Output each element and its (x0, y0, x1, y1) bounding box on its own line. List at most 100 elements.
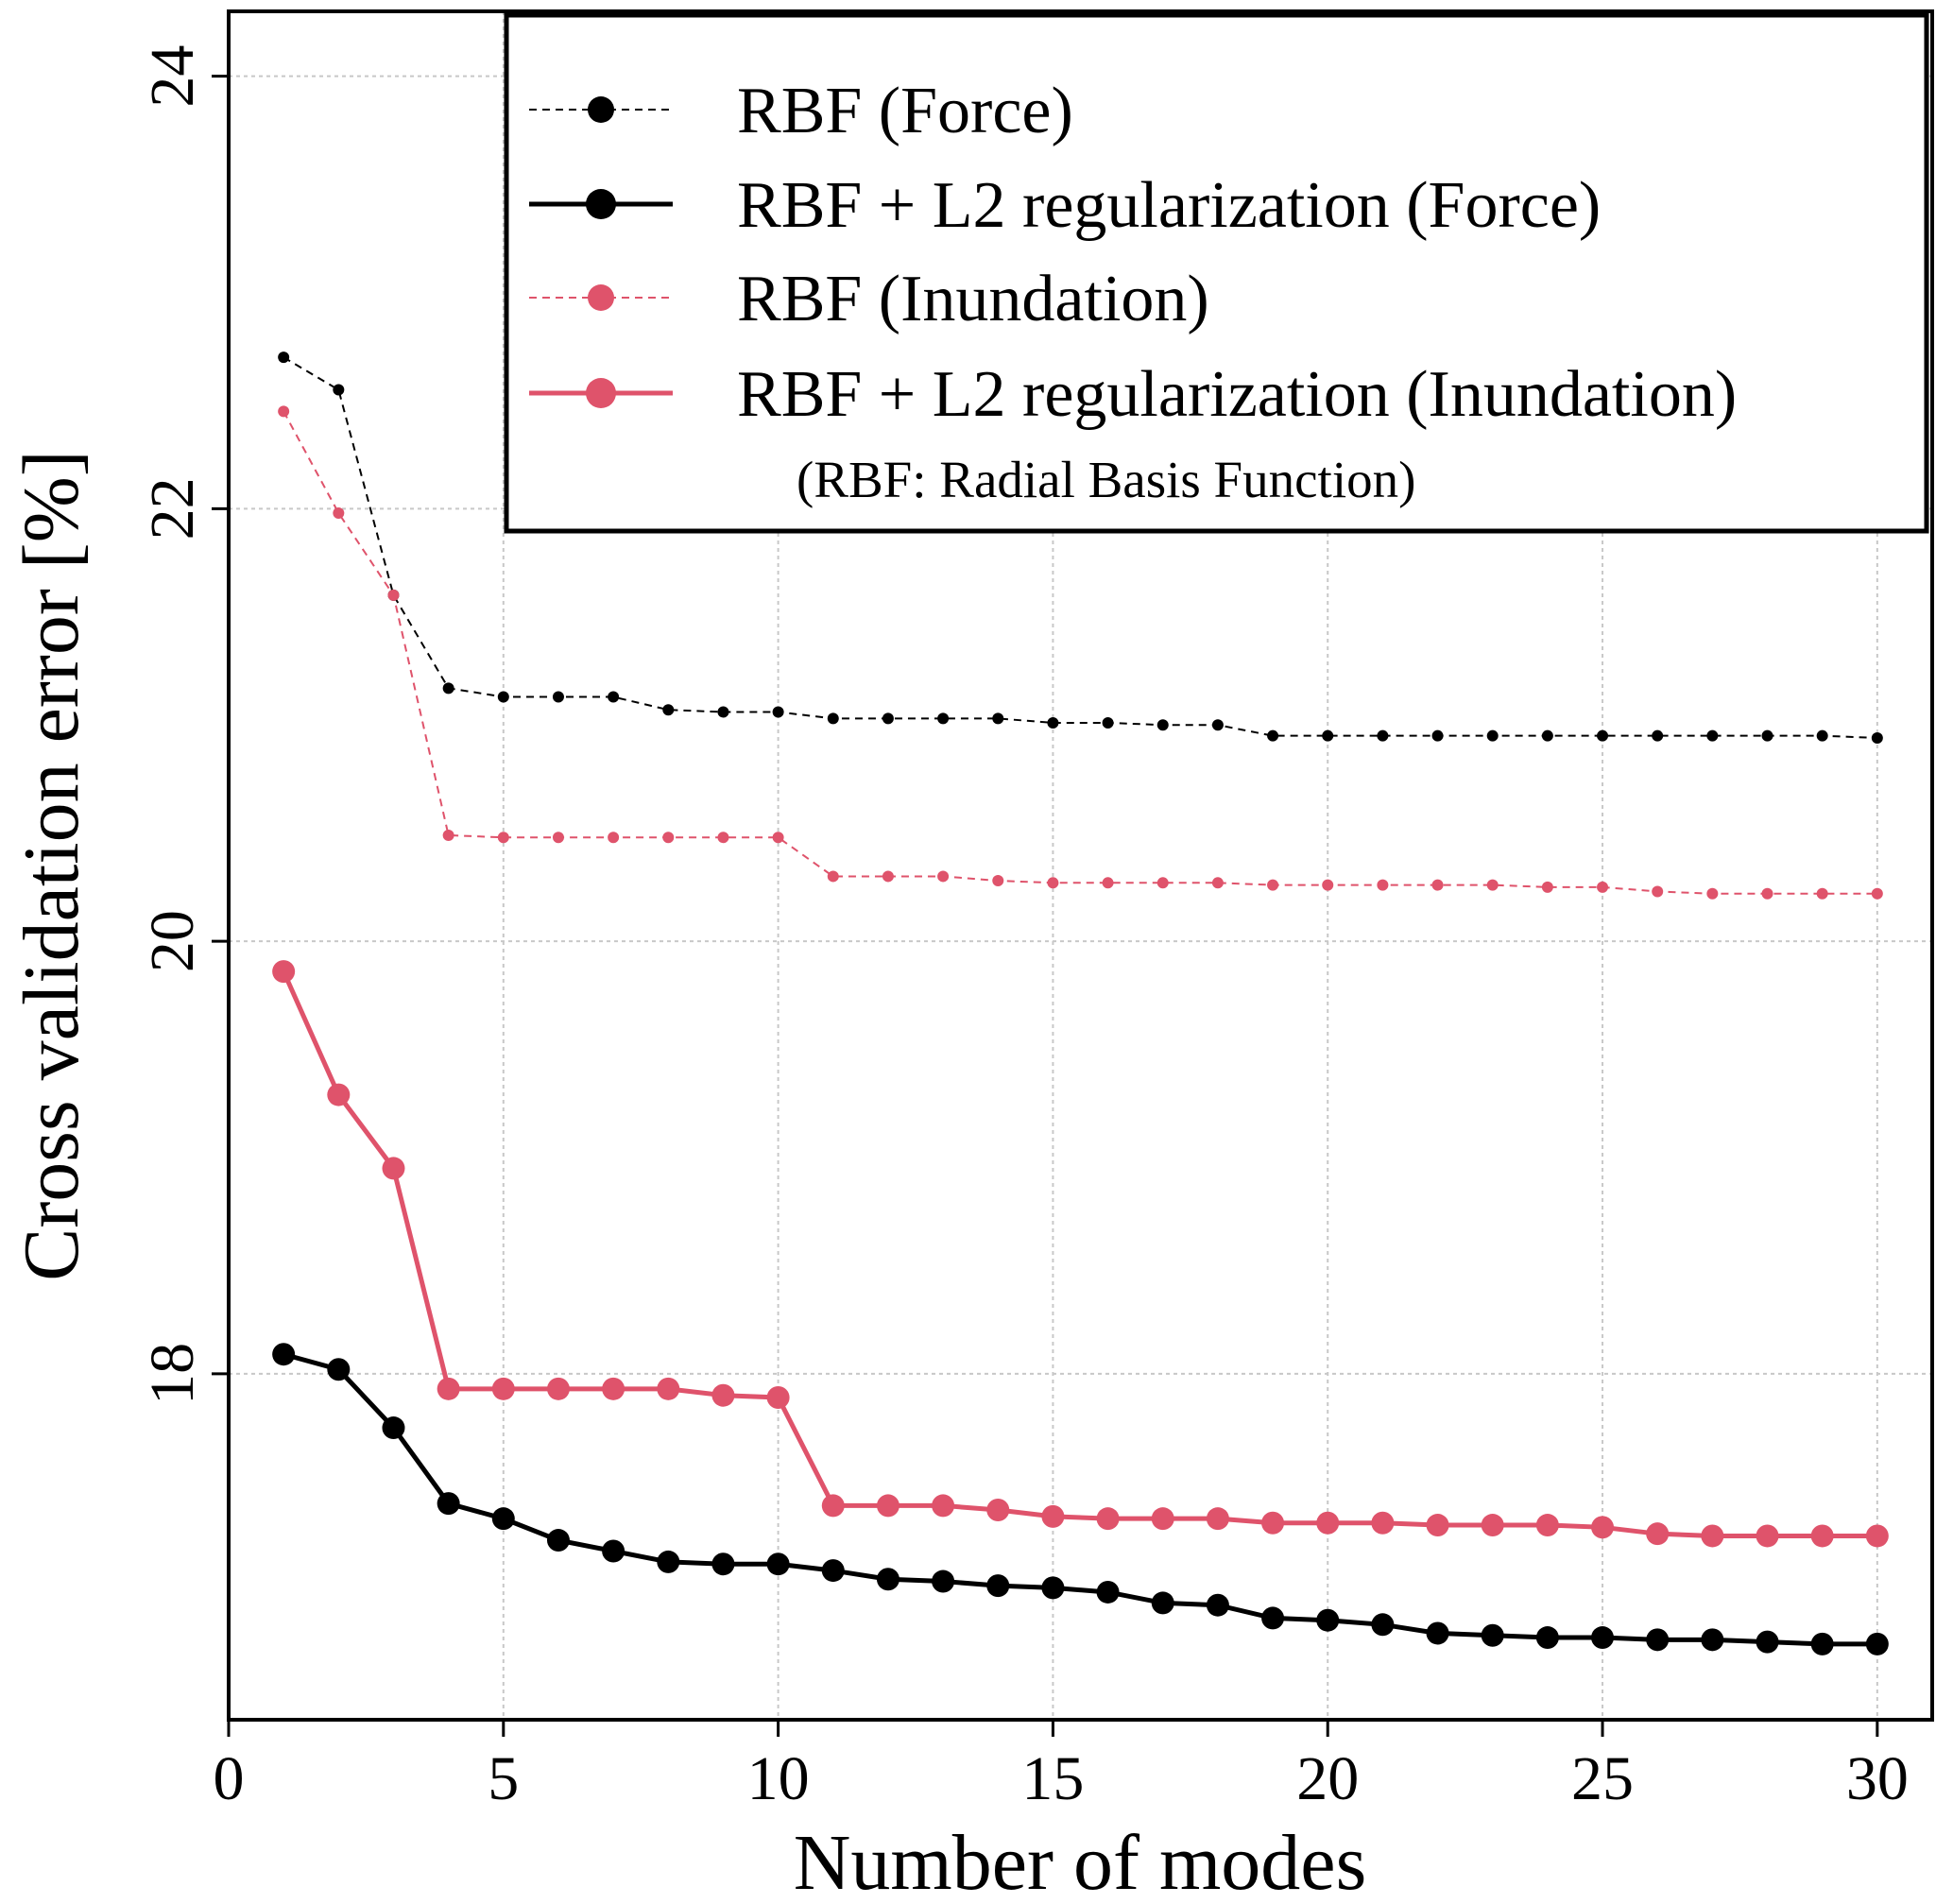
data-point (333, 506, 345, 519)
data-point (1652, 885, 1664, 898)
data-point (1701, 1524, 1724, 1548)
data-point (992, 712, 1004, 725)
series-4 (272, 960, 1889, 1548)
data-point (1591, 1516, 1615, 1539)
data-point (1871, 731, 1883, 744)
data-point (1761, 729, 1773, 742)
data-point (1047, 877, 1059, 889)
data-point (717, 832, 729, 844)
data-point (1322, 729, 1334, 742)
data-point (1816, 729, 1828, 742)
x-tick-label: 25 (1571, 1744, 1634, 1813)
data-point (552, 691, 564, 703)
legend-marker-3 (588, 284, 614, 311)
data-point (1211, 719, 1224, 731)
data-point (608, 691, 620, 703)
plot-frame (227, 9, 1934, 1722)
data-point (882, 712, 894, 725)
data-point (876, 1568, 899, 1591)
data-point (1810, 1524, 1834, 1548)
data-point (662, 832, 675, 844)
data-point (1371, 1511, 1395, 1535)
data-point (1261, 1511, 1285, 1535)
data-point (387, 589, 400, 601)
data-point (1481, 1623, 1504, 1647)
series-2 (272, 1343, 1889, 1655)
data-point (711, 1552, 735, 1576)
data-point (766, 1385, 790, 1409)
x-tick-label: 30 (1846, 1744, 1909, 1813)
legend-marker-2 (586, 189, 616, 219)
data-point (711, 1383, 735, 1407)
data-point (1316, 1608, 1340, 1632)
data-point (382, 1416, 405, 1440)
data-point (602, 1377, 625, 1400)
data-point (772, 706, 784, 718)
data-point (772, 832, 784, 844)
data-point (278, 352, 290, 364)
data-point (497, 691, 509, 703)
x-axis-label: Number of modes (794, 1819, 1367, 1904)
data-point (1206, 1507, 1229, 1531)
data-point (1377, 729, 1389, 742)
data-point (1646, 1628, 1670, 1652)
legend-label-4: RBF + L2 regularization (Inundation) (737, 358, 1737, 431)
data-point (1316, 1511, 1340, 1535)
data-point (1102, 877, 1114, 889)
x-tick-label: 5 (488, 1744, 519, 1813)
data-point (992, 875, 1004, 887)
data-point (1102, 716, 1114, 729)
data-point (327, 1358, 351, 1381)
data-point (821, 1494, 845, 1518)
data-point (1047, 716, 1059, 729)
data-point (821, 1559, 845, 1583)
data-point (1706, 729, 1719, 742)
data-point (1206, 1593, 1229, 1617)
data-point (1597, 729, 1609, 742)
data-point (1041, 1576, 1065, 1600)
data-point (1646, 1522, 1670, 1546)
data-point (1652, 729, 1664, 742)
data-point (1151, 1591, 1174, 1615)
data-point (1322, 879, 1334, 891)
legend-box (504, 12, 1929, 534)
legend-label-1: RBF (Force) (737, 75, 1073, 147)
legend-label-3: RBF (Inundation) (737, 263, 1209, 335)
y-axis-label: Cross validation error [%] (8, 450, 95, 1280)
data-point (657, 1550, 680, 1573)
data-point (937, 870, 950, 883)
data-point (437, 1492, 460, 1516)
data-point (1810, 1632, 1834, 1655)
data-point (1261, 1606, 1285, 1630)
legend-marker-4 (586, 378, 616, 408)
data-point (827, 870, 839, 883)
data-point (1211, 877, 1224, 889)
y-tick-label: 18 (138, 1343, 207, 1405)
legend-note: (RBF: Radial Basis Function) (797, 451, 1415, 508)
data-point (1267, 729, 1279, 742)
data-point (1535, 1514, 1559, 1537)
data-point (1756, 1524, 1779, 1548)
data-point (657, 1377, 680, 1400)
data-point (1541, 729, 1553, 742)
data-point (1597, 881, 1609, 893)
data-point (1426, 1514, 1449, 1537)
data-point (1267, 879, 1279, 891)
data-point (1096, 1580, 1120, 1604)
data-point (932, 1570, 955, 1593)
data-point (1156, 719, 1169, 731)
data-point (1865, 1632, 1889, 1655)
axes: 0 5 10 15 20 25 30 18 20 22 24 (138, 45, 1909, 1813)
data-point (1541, 881, 1553, 893)
data-point (1377, 879, 1389, 891)
x-tick-label: 10 (747, 1744, 810, 1813)
data-point (1486, 729, 1499, 742)
data-point (442, 829, 454, 841)
data-point (1761, 887, 1773, 900)
series-3 (278, 405, 1883, 900)
data-point (1816, 887, 1828, 900)
legend: RBF (Force) RBF + L2 regularization (Forc… (504, 12, 1929, 534)
data-point (497, 832, 509, 844)
series-layer (272, 352, 1889, 1655)
